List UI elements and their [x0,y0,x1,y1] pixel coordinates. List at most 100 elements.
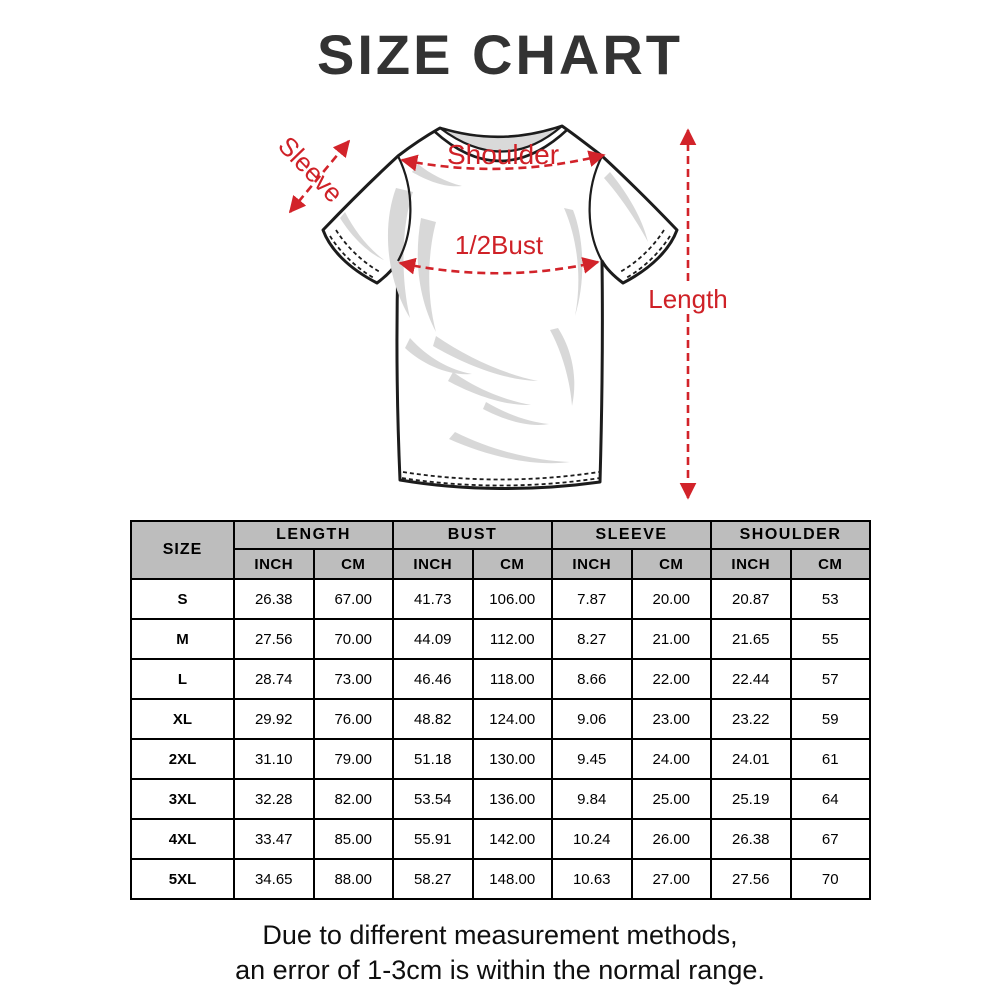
measurement-value: 57 [789,658,872,700]
measurement-value: 41.73 [392,578,474,620]
measurement-value: 46.46 [392,658,474,700]
measurement-value: 26.38 [233,578,315,620]
measurement-value: 26.38 [710,818,792,860]
measurement-value: 10.63 [551,858,633,900]
unit-header: CM [789,548,872,580]
measurement-value: 59 [789,698,872,740]
measurement-value: 25.00 [630,778,713,820]
tshirt-measurement-diagram: Shoulder 1/2Bust Sleeve Length [272,124,728,500]
measurement-value: 136.00 [471,778,553,820]
measurement-value: 53.54 [392,778,474,820]
measurement-value: 7.87 [551,578,633,620]
measurement-value: 32.28 [233,778,315,820]
table-row: 5XL 34.65 88.00 58.27 148.00 10.63 27.00 27.56 7… [130,858,872,900]
measurement-value: 67 [789,818,872,860]
bust-label: 1/2Bust [455,230,544,260]
measurement-value: 33.47 [233,818,315,860]
measurement-value: 24.00 [630,738,713,780]
size-label: 5XL [130,858,235,900]
column-header-length: LENGTH [233,520,394,550]
unit-header: CM [471,548,553,580]
measurement-value: 70.00 [312,618,394,660]
shoulder-label: Shoulder [447,139,559,170]
page-title: SIZE CHART [317,23,683,86]
measurement-value: 76.00 [312,698,394,740]
measurement-value: 22.00 [630,658,713,700]
sleeve-arrow-icon [288,139,351,214]
measurement-value: 27.56 [710,858,792,900]
length-label: Length [648,284,728,314]
measurement-value: 67.00 [312,578,394,620]
measurement-value: 20.00 [630,578,713,620]
column-header-bust: BUST [392,520,553,550]
measurement-value: 8.27 [551,618,633,660]
column-header-sleeve: SLEEVE [550,520,713,550]
measurement-value: 21.00 [630,618,713,660]
bust-arrow-icon [398,257,600,275]
measurement-value: 55 [789,618,872,660]
measurement-value: 142.00 [471,818,553,860]
measurement-value: 73.00 [312,658,394,700]
table-row: S 26.38 67.00 41.73 106.00 7.87 20.00 20.87 53 [130,578,872,620]
measurement-value: 9.45 [551,738,633,780]
table-row: 4XL 33.47 85.00 55.91 142.00 10.24 26.00 26.38 6… [130,818,872,860]
stitching [329,229,671,487]
table-row: 2XL 31.10 79.00 51.18 130.00 9.45 24.00 24.01 61 [130,738,872,780]
measurement-value: 55.91 [392,818,474,860]
disclaimer-line-1: Due to different measurement methods, [262,920,738,950]
measurement-value: 58.27 [392,858,474,900]
measurement-value: 85.00 [312,818,394,860]
measurement-value: 34.65 [233,858,315,900]
unit-header: CM [630,548,713,580]
measurement-value: 10.24 [551,818,633,860]
unit-header: INCH [392,548,474,580]
table-row: L 28.74 73.00 46.46 118.00 8.66 22.00 22.44 57 [130,658,872,700]
measurement-value: 9.06 [551,698,633,740]
measurement-value: 112.00 [471,618,553,660]
disclaimer-line-2: an error of 1-3cm is within the normal r… [235,955,765,985]
measurement-value: 44.09 [392,618,474,660]
measurement-value: 64 [789,778,872,820]
measurement-value: 25.19 [710,778,792,820]
measurement-value: 24.01 [710,738,792,780]
collar-icon [439,124,563,153]
measurement-disclaimer: Due to different measurement methods, an… [0,918,1000,988]
size-label: L [130,658,235,700]
measurement-value: 82.00 [312,778,394,820]
measurement-value: 79.00 [312,738,394,780]
measurement-value: 27.56 [233,618,315,660]
measurement-value: 118.00 [471,658,553,700]
measurement-value: 23.00 [630,698,713,740]
size-label: 3XL [130,778,235,820]
table-row: XL 29.92 76.00 48.82 124.00 9.06 23.00 23.22 59 [130,698,872,740]
measurement-value: 27.00 [630,858,713,900]
size-label: S [130,578,235,620]
measurement-value: 88.00 [312,858,394,900]
measurement-value: 130.00 [471,738,553,780]
table-row: 3XL 32.28 82.00 53.54 136.00 9.84 25.00 25.19 64 [130,778,872,820]
unit-header: CM [312,548,394,580]
unit-header: INCH [233,548,315,580]
measurement-value: 53 [789,578,872,620]
table-row: M 27.56 70.00 44.09 112.00 8.27 21.00 21.65 55 [130,618,872,660]
size-label: 4XL [130,818,235,860]
measurement-value: 20.87 [710,578,792,620]
measurement-value: 29.92 [233,698,315,740]
size-label: M [130,618,235,660]
tshirt-icon [321,124,679,491]
measurement-value: 51.18 [392,738,474,780]
measurement-value: 23.22 [710,698,792,740]
measurement-value: 48.82 [392,698,474,740]
unit-header: INCH [551,548,633,580]
size-label: XL [130,698,235,740]
measurement-value: 31.10 [233,738,315,780]
measurement-value: 124.00 [471,698,553,740]
column-header-shoulder: SHOULDER [710,520,872,550]
sleeve-label: Sleeve [272,130,349,208]
measurement-value: 28.74 [233,658,315,700]
measurement-value: 9.84 [551,778,633,820]
measurement-value: 21.65 [710,618,792,660]
wrinkle-shading [340,164,648,464]
unit-header: INCH [710,548,792,580]
